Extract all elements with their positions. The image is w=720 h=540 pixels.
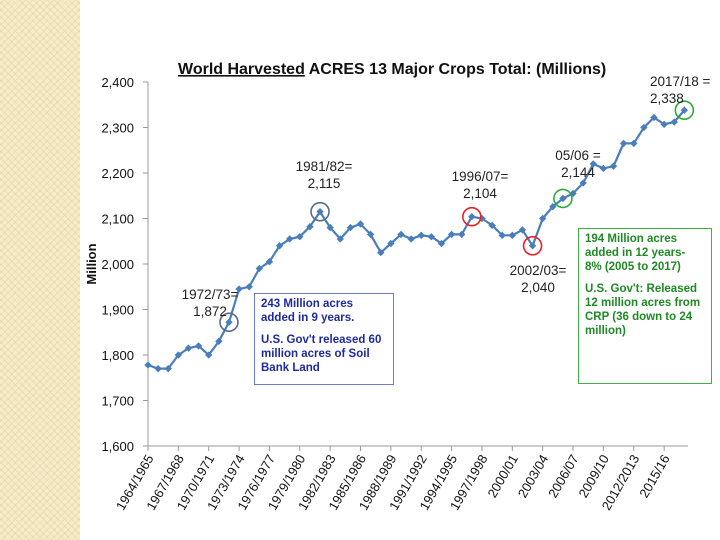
y-tick-label: 1,900 (101, 303, 134, 318)
soil-bank-callout-line2: U.S. Gov't released 60 million acres of … (261, 334, 382, 374)
data-point (397, 230, 405, 239)
marker-label-line2: 2,115 (308, 176, 341, 191)
data-point (377, 248, 385, 257)
data-point (174, 351, 183, 359)
marker-label-line2: 2,144 (561, 165, 595, 180)
data-point (630, 139, 638, 148)
marker-label-line1: 1996/07= (452, 169, 509, 184)
data-point (407, 235, 415, 243)
data-point (326, 223, 334, 232)
marker-label-line2: 2,338 (650, 91, 684, 106)
data-point (316, 207, 324, 216)
data-point (215, 337, 223, 346)
data-point (336, 235, 344, 243)
data-point (609, 162, 618, 170)
data-point (286, 235, 294, 243)
data-point (164, 364, 172, 373)
data-point (528, 242, 537, 250)
soil-bank-callout-line1: 243 Million acres added in 9 years. (261, 298, 355, 324)
y-tick-layer: 1,600 1,700 1,800 1,900 2,000 2,100 2,200 2,300… (101, 75, 148, 454)
crp-callout-line2: U.S. Gov't: Released 12 million acres fr… (585, 283, 701, 337)
marker-layer: 1972/73= 1,872 1981/82= 2,115 1996/07= 2,104 2… (182, 74, 711, 333)
data-point (660, 120, 668, 128)
chart-title-underlined: World Harvested (178, 61, 305, 78)
data-point (498, 231, 506, 240)
marker-label-line2: 2,104 (463, 186, 497, 201)
marker-label: 2017/18 = 2,338 (650, 74, 711, 106)
data-point (184, 344, 193, 352)
data-point (589, 160, 597, 168)
chart-title: World Harvested ACRES 13 Major Crops Tot… (178, 61, 606, 78)
crp-callout-line1: 194 Million acres added in 12 years- 8% … (585, 233, 686, 273)
y-tick-label: 2,300 (101, 121, 134, 136)
highlight-circle (310, 201, 330, 222)
y-tick-label: 2,200 (101, 166, 134, 181)
data-point (306, 223, 314, 231)
chart-title-rest: ACRES 13 Major Crops Total: (Millions) (305, 61, 606, 78)
y-axis-label: Million (84, 243, 99, 284)
highlight-circle (674, 100, 695, 121)
data-point (417, 231, 425, 240)
data-point (346, 223, 355, 232)
data-point (275, 242, 284, 250)
marker-label-line1: 05/06 = (555, 148, 601, 163)
crp-callout: 194 Million acres added in 12 years- 8% … (578, 228, 712, 384)
y-tick-label: 2,000 (101, 257, 134, 272)
x-tick-layer: 1964/19651967/19681970/19711973/19741976… (113, 446, 673, 513)
data-point (255, 264, 263, 273)
y-tick-label: 1,700 (101, 394, 134, 409)
data-point (144, 361, 152, 369)
y-tick-label: 2,100 (101, 212, 134, 227)
decorative-side-strip (0, 0, 80, 540)
highlight-circle (522, 236, 543, 256)
data-point (265, 258, 274, 266)
marker-label: 1981/82= 2,115 (296, 159, 353, 191)
highlight-circle (462, 206, 482, 227)
y-tick-label: 2,400 (101, 75, 134, 90)
marker-label-line1: 2017/18 = (650, 74, 711, 89)
data-point (518, 226, 527, 234)
y-tick-label: 1,800 (101, 348, 134, 363)
marker-label-line1: 1981/82= (296, 159, 353, 174)
data-point (539, 214, 547, 223)
marker-label-line1: 2002/03= (510, 263, 567, 278)
data-point (235, 285, 243, 293)
soil-bank-callout: 243 Million acres added in 9 years. U.S.… (254, 293, 394, 385)
y-tick-label: 1,600 (101, 439, 134, 454)
data-point (599, 164, 608, 173)
data-point (194, 342, 203, 350)
marker-label: 05/06 = 2,144 (555, 148, 601, 180)
data-point (154, 364, 162, 373)
marker-label-line2: 1,872 (193, 304, 227, 319)
marker-label: 2002/03= 2,040 (510, 263, 567, 295)
highlight-circle (219, 312, 239, 333)
marker-label: 1972/73= 1,872 (182, 287, 239, 319)
data-point (205, 351, 213, 359)
data-point (366, 230, 375, 239)
data-point (245, 283, 253, 291)
series-layer (144, 106, 689, 373)
marker-label: 1996/07= 2,104 (452, 169, 509, 201)
data-point (458, 230, 466, 239)
data-point (447, 230, 456, 239)
marker-label-line1: 1972/73= (182, 287, 239, 302)
marker-label-line2: 2,040 (521, 280, 555, 295)
data-point (619, 139, 628, 148)
highlight-circle (553, 188, 573, 209)
